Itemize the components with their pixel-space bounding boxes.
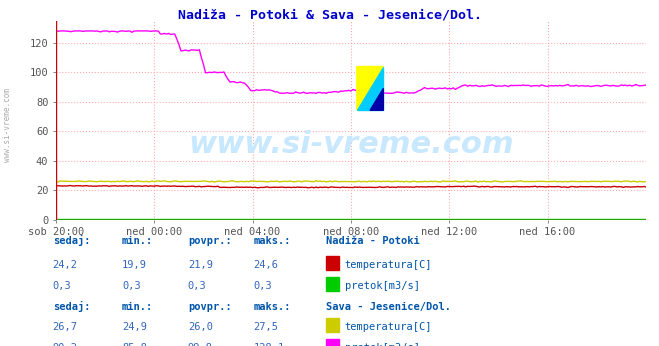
Polygon shape: [357, 66, 384, 110]
Text: 24,6: 24,6: [254, 260, 279, 270]
Text: 27,5: 27,5: [254, 322, 279, 333]
Text: 0,3: 0,3: [122, 281, 140, 291]
Text: pretok[m3/s]: pretok[m3/s]: [345, 281, 420, 291]
Text: 0,3: 0,3: [53, 281, 71, 291]
Text: 24,2: 24,2: [53, 260, 78, 270]
Text: temperatura[C]: temperatura[C]: [345, 322, 432, 333]
Text: Nadiža - Potoki & Sava - Jesenice/Dol.: Nadiža - Potoki & Sava - Jesenice/Dol.: [177, 9, 482, 22]
Text: www.si-vreme.com: www.si-vreme.com: [188, 130, 514, 158]
Text: 85,8: 85,8: [122, 343, 147, 346]
Text: maks.:: maks.:: [254, 236, 291, 246]
Text: 128,1: 128,1: [254, 343, 285, 346]
Polygon shape: [357, 66, 384, 110]
Text: pretok[m3/s]: pretok[m3/s]: [345, 343, 420, 346]
Polygon shape: [370, 89, 384, 110]
Text: 0,3: 0,3: [188, 281, 206, 291]
Text: min.:: min.:: [122, 302, 153, 312]
Text: min.:: min.:: [122, 236, 153, 246]
Text: Sava - Jesenice/Dol.: Sava - Jesenice/Dol.: [326, 302, 451, 312]
Text: 90,2: 90,2: [53, 343, 78, 346]
Text: 99,8: 99,8: [188, 343, 213, 346]
Text: sedaj:: sedaj:: [53, 301, 90, 312]
Text: Nadiža - Potoki: Nadiža - Potoki: [326, 236, 420, 246]
Text: 26,0: 26,0: [188, 322, 213, 333]
Text: maks.:: maks.:: [254, 302, 291, 312]
Text: 21,9: 21,9: [188, 260, 213, 270]
Text: povpr.:: povpr.:: [188, 302, 231, 312]
Text: 24,9: 24,9: [122, 322, 147, 333]
Text: povpr.:: povpr.:: [188, 236, 231, 246]
Text: 0,3: 0,3: [254, 281, 272, 291]
Text: sedaj:: sedaj:: [53, 235, 90, 246]
Text: 26,7: 26,7: [53, 322, 78, 333]
Text: temperatura[C]: temperatura[C]: [345, 260, 432, 270]
Text: www.si-vreme.com: www.si-vreme.com: [3, 88, 13, 162]
Text: 19,9: 19,9: [122, 260, 147, 270]
